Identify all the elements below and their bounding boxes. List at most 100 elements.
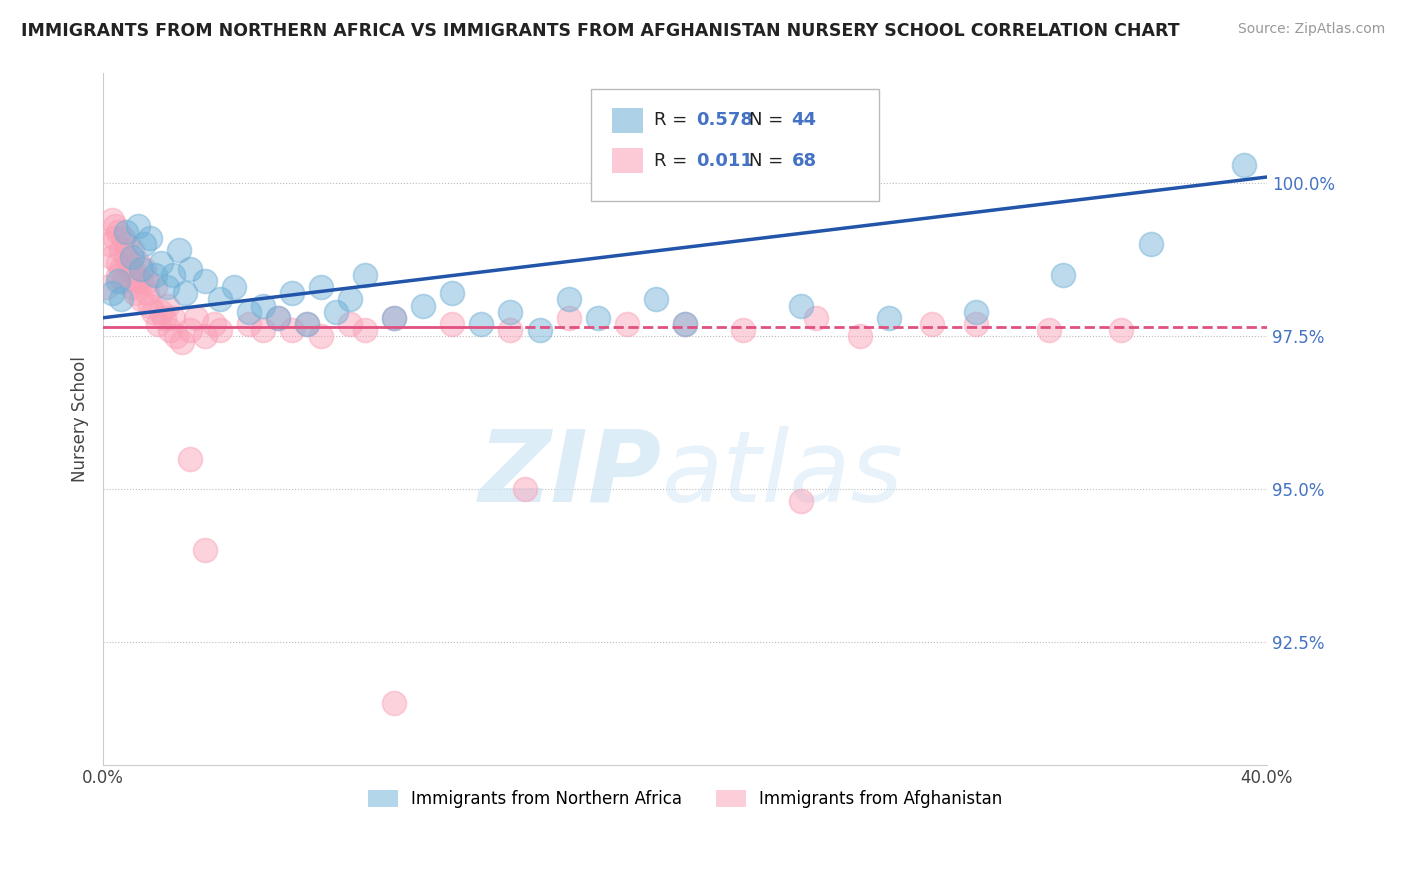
Point (499, 323, 522, 337)
Point (382, 696, 405, 710)
Point (121, 261, 143, 276)
Point (129, 261, 152, 276)
Point (129, 293, 152, 307)
Point (112, 274, 135, 288)
Point (179, 451, 201, 466)
Point (135, 286, 157, 301)
Text: 44: 44 (792, 112, 817, 129)
Point (121, 250, 143, 264)
Point (115, 225, 138, 239)
Point (965, 304, 987, 318)
Point (104, 219, 127, 233)
Point (1038, 323, 1060, 337)
Legend: Immigrants from Northern Africa, Immigrants from Afghanistan: Immigrants from Northern Africa, Immigra… (361, 783, 1010, 815)
Point (499, 304, 522, 318)
Point (101, 250, 124, 264)
Point (179, 323, 201, 337)
Point (127, 255, 149, 269)
Point (101, 212, 124, 227)
Point (790, 299, 813, 313)
Point (194, 543, 217, 558)
Point (557, 293, 579, 307)
Point (441, 286, 464, 301)
Point (965, 317, 987, 331)
Point (162, 268, 184, 282)
Point (118, 255, 141, 269)
Point (118, 268, 141, 282)
Point (127, 219, 149, 233)
Point (382, 310, 405, 325)
Point (194, 274, 217, 288)
Point (790, 494, 813, 508)
Point (412, 299, 434, 313)
Point (121, 244, 143, 258)
Point (1052, 268, 1074, 282)
Point (1111, 323, 1133, 337)
Point (145, 280, 167, 294)
Point (97, 237, 120, 252)
Point (470, 317, 492, 331)
Point (354, 268, 377, 282)
Point (132, 237, 155, 252)
Point (138, 299, 160, 313)
Point (159, 323, 181, 337)
Point (194, 329, 217, 343)
Point (586, 310, 609, 325)
Point (295, 317, 318, 331)
Point (150, 255, 173, 269)
Point (165, 329, 187, 343)
Point (167, 244, 190, 258)
Point (311, 280, 333, 294)
Point (339, 293, 361, 307)
Point (173, 286, 195, 301)
Text: 0.011: 0.011 (696, 152, 752, 169)
Point (673, 317, 696, 331)
Text: atlas: atlas (662, 425, 904, 523)
Point (107, 268, 129, 282)
Point (156, 299, 179, 313)
Point (645, 293, 668, 307)
Point (110, 293, 132, 307)
Point (148, 317, 170, 331)
Point (529, 323, 551, 337)
Point (170, 335, 193, 350)
Point (804, 310, 827, 325)
Point (107, 274, 129, 288)
Point (325, 304, 347, 318)
Point (557, 310, 579, 325)
Point (135, 274, 157, 288)
Text: R =: R = (654, 112, 693, 129)
Point (921, 317, 943, 331)
Point (107, 255, 129, 269)
Point (186, 310, 208, 325)
Point (104, 231, 127, 245)
Point (267, 310, 290, 325)
Point (132, 261, 155, 276)
Point (138, 231, 160, 245)
Text: N =: N = (749, 112, 789, 129)
Point (673, 317, 696, 331)
Point (354, 323, 377, 337)
Point (238, 304, 260, 318)
Point (311, 329, 333, 343)
Point (202, 317, 225, 331)
Point (877, 310, 900, 325)
Point (848, 329, 870, 343)
Point (124, 286, 146, 301)
Point (150, 304, 173, 318)
Text: N =: N = (749, 152, 789, 169)
Point (238, 317, 260, 331)
Point (162, 310, 184, 325)
Point (267, 310, 290, 325)
Point (1233, 158, 1256, 172)
Point (513, 482, 536, 496)
Point (1139, 237, 1161, 252)
Text: 68: 68 (792, 152, 817, 169)
Point (127, 274, 149, 288)
Point (142, 304, 165, 318)
Y-axis label: Nursery School: Nursery School (72, 356, 89, 482)
Point (145, 268, 167, 282)
Point (382, 310, 405, 325)
Point (101, 286, 124, 301)
Point (129, 274, 152, 288)
